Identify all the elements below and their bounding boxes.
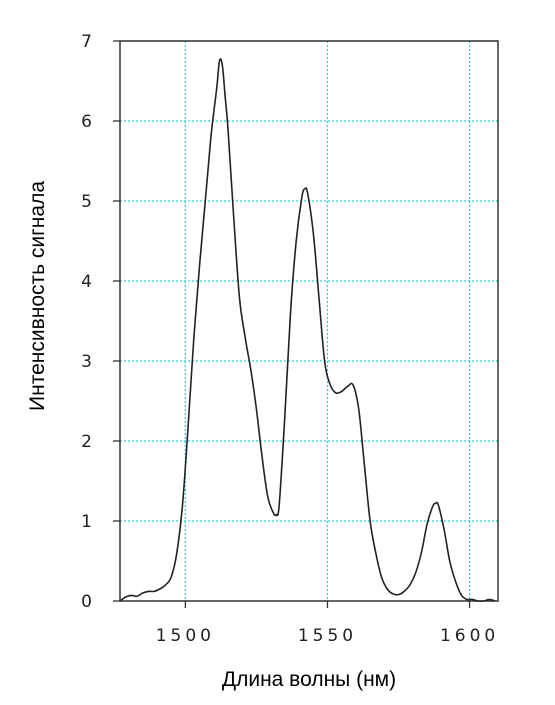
y-tick-label: 7 — [81, 32, 92, 52]
x-tick-label: 1600 — [440, 626, 499, 646]
tick-labels: 0 1 2 3 4 5 6 7 1500 1550 1600 — [81, 32, 499, 646]
axis-ticks — [113, 40, 471, 608]
y-tick-label: 1 — [81, 512, 92, 532]
x-axis-title: Длина волны (нм) — [222, 668, 396, 691]
y-axis-title: Интенсивность сигнала — [26, 181, 49, 411]
y-tick-label: 2 — [81, 432, 92, 452]
x-tick-label: 1550 — [298, 626, 357, 646]
y-tick-label: 5 — [81, 192, 92, 212]
plot-frame — [119, 40, 499, 602]
y-tick-label: 0 — [81, 592, 92, 612]
y-tick-label: 3 — [81, 352, 92, 372]
x-tick-label: 1500 — [156, 626, 215, 646]
y-tick-label: 4 — [81, 272, 92, 292]
series-line — [119, 58, 496, 603]
y-tick-label: 6 — [81, 112, 92, 132]
